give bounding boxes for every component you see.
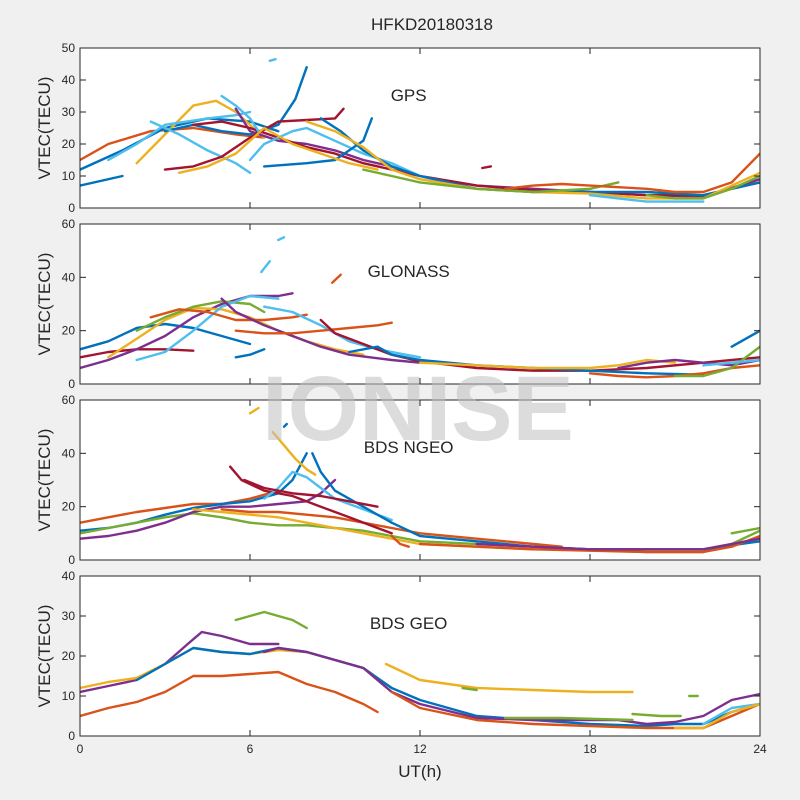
y-tick-label: 30	[62, 105, 76, 119]
series-line-16	[390, 534, 410, 548]
series-line-0	[80, 630, 280, 694]
series-line-19	[481, 165, 492, 170]
series-line-13	[673, 702, 760, 730]
series-line-0	[80, 174, 124, 187]
series-group	[80, 58, 760, 203]
panel-annotation: BDS NGEO	[364, 438, 454, 457]
series-line-8	[263, 305, 422, 359]
series-line-12	[418, 358, 677, 370]
series-line-9	[243, 478, 379, 508]
series-line-20	[702, 358, 760, 367]
series-line-3	[80, 478, 337, 540]
series-line-18	[277, 236, 286, 242]
y-tick-label: 40	[62, 569, 76, 583]
series-line-2	[135, 646, 760, 728]
series-line-12	[702, 702, 760, 726]
series-line-17	[503, 152, 760, 194]
series-line-5	[135, 294, 280, 362]
series-line-21	[268, 58, 277, 62]
y-tick-label: 50	[62, 41, 76, 55]
series-line-6	[149, 120, 252, 174]
y-tick-label: 20	[62, 649, 76, 663]
panel-annotation: GPS	[391, 86, 427, 105]
x-tick-label: 24	[753, 742, 767, 756]
series-line-0	[80, 489, 280, 524]
series-line-16	[362, 168, 620, 194]
series-line-13	[418, 534, 760, 554]
series-line-4	[80, 670, 379, 718]
series-line-10	[319, 318, 760, 372]
y-tick-label: 0	[68, 729, 75, 743]
series-line-13	[178, 126, 379, 174]
series-line-6	[229, 465, 393, 535]
y-axis-label: VTEC(TECU)	[35, 253, 54, 356]
series-line-7	[461, 686, 478, 692]
series-line-11	[220, 94, 260, 133]
series-line-15	[673, 345, 760, 378]
series-line-10	[271, 430, 317, 476]
series-line-15	[475, 537, 760, 551]
panel-0: 0 10 20 30 40 50 GPS VTEC(TECU)	[35, 41, 761, 215]
series-line-9	[234, 321, 393, 335]
y-tick-label: 0	[68, 377, 75, 391]
y-axis-label: VTEC(TECU)	[35, 605, 54, 708]
y-tick-label: 20	[62, 324, 76, 338]
series-line-8	[503, 716, 634, 722]
plot-area	[80, 576, 760, 736]
y-tick-label: 40	[62, 446, 76, 460]
y-axis-label: VTEC(TECU)	[35, 77, 54, 180]
series-line-11	[248, 406, 260, 415]
series-line-12	[282, 422, 288, 428]
y-tick-label: 20	[62, 137, 76, 151]
series-group	[80, 610, 760, 730]
x-tick-label: 18	[583, 742, 597, 756]
panels: 01020304050GPSVTEC(TECU)0204060GLONASSVT…	[35, 41, 767, 756]
series-line-12	[263, 117, 373, 168]
y-tick-label: 10	[62, 169, 76, 183]
series-line-7	[220, 297, 422, 364]
y-axis-label: VTEC(TECU)	[35, 429, 54, 532]
series-line-6	[149, 308, 308, 322]
series-line-9	[631, 712, 682, 718]
panel-annotation: GLONASS	[368, 262, 450, 281]
series-group	[80, 236, 760, 379]
series-group	[80, 406, 760, 554]
series-line-20	[645, 174, 760, 200]
y-tick-label: 20	[62, 500, 76, 514]
y-tick-label: 0	[68, 201, 75, 215]
series-line-21	[234, 348, 266, 359]
y-tick-label: 40	[62, 73, 76, 87]
series-line-18	[588, 194, 705, 203]
series-line-19	[331, 273, 342, 284]
x-tick-label: 12	[413, 742, 427, 756]
panel-1: 0 20 40 60 GLONASS VTEC(TECU)	[35, 217, 761, 391]
series-line-6	[234, 610, 308, 630]
series-line-14	[730, 526, 760, 535]
series-line-7	[263, 470, 393, 522]
y-tick-label: 0	[68, 553, 75, 567]
x-tick-label: 6	[247, 742, 254, 756]
y-tick-label: 60	[62, 217, 76, 231]
y-tick-label: 60	[62, 393, 76, 407]
series-line-11	[390, 690, 760, 730]
x-tick-label: 0	[77, 742, 84, 756]
figure-title: HFKD20180318	[371, 15, 493, 34]
series-line-17	[260, 260, 271, 274]
series-line-2	[80, 292, 294, 370]
panel-3: 0 10 20 30 40 0 6 12 18 24 BDS GEO VTEC(TECU)	[35, 569, 767, 756]
panel-annotation: BDS GEO	[370, 614, 447, 633]
panel-2: 0 20 40 60 BDS NGEO VTEC(TECU)	[35, 393, 761, 567]
x-axis-label: UT(h)	[398, 762, 441, 781]
series-line-5	[384, 662, 634, 694]
y-tick-label: 30	[62, 609, 76, 623]
series-line-16	[730, 329, 760, 348]
series-line-4	[135, 300, 266, 332]
series-line-2	[80, 117, 280, 171]
series-line-3	[263, 646, 760, 726]
y-tick-label: 10	[62, 689, 76, 703]
watermark: IONISE	[262, 358, 574, 460]
series-line-0	[80, 322, 252, 351]
y-tick-label: 40	[62, 270, 76, 284]
